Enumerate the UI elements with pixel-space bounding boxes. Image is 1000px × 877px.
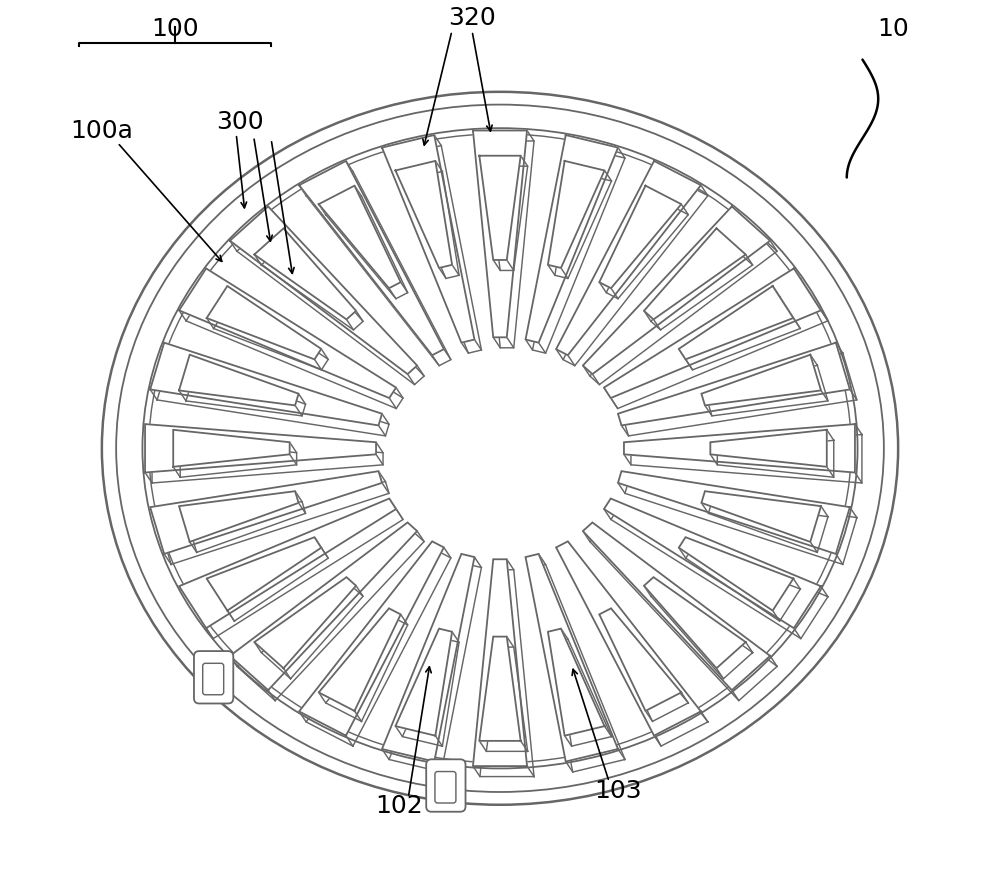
Polygon shape: [679, 538, 793, 610]
Polygon shape: [618, 471, 850, 554]
Polygon shape: [473, 131, 527, 338]
Polygon shape: [526, 554, 618, 761]
Polygon shape: [382, 554, 474, 761]
Ellipse shape: [142, 128, 858, 768]
Text: 102: 102: [376, 795, 423, 818]
Polygon shape: [173, 430, 290, 467]
Text: 300: 300: [216, 111, 264, 134]
Polygon shape: [230, 206, 417, 374]
Polygon shape: [583, 523, 770, 690]
Polygon shape: [319, 186, 401, 289]
Polygon shape: [473, 560, 527, 766]
Ellipse shape: [102, 92, 898, 805]
Polygon shape: [179, 498, 396, 628]
Text: 103: 103: [594, 779, 642, 802]
Polygon shape: [548, 160, 605, 268]
FancyBboxPatch shape: [435, 772, 456, 803]
Text: 100: 100: [151, 17, 199, 41]
Polygon shape: [395, 160, 452, 268]
Polygon shape: [150, 343, 382, 425]
Polygon shape: [710, 430, 827, 467]
Polygon shape: [179, 268, 396, 398]
Text: 10: 10: [877, 17, 909, 41]
Polygon shape: [179, 491, 299, 542]
Polygon shape: [150, 471, 382, 554]
Polygon shape: [526, 135, 618, 343]
Polygon shape: [207, 538, 321, 610]
Polygon shape: [644, 577, 746, 668]
Polygon shape: [644, 228, 746, 319]
Text: 320: 320: [448, 5, 496, 30]
Polygon shape: [556, 541, 701, 736]
Polygon shape: [599, 609, 681, 711]
Polygon shape: [254, 577, 356, 668]
Polygon shape: [382, 135, 474, 343]
Polygon shape: [299, 541, 444, 736]
Polygon shape: [230, 523, 417, 690]
Polygon shape: [548, 629, 605, 736]
Polygon shape: [395, 629, 452, 736]
FancyBboxPatch shape: [194, 651, 233, 703]
Polygon shape: [556, 161, 701, 355]
Polygon shape: [145, 424, 376, 473]
Polygon shape: [624, 424, 855, 473]
Polygon shape: [479, 637, 521, 741]
Polygon shape: [604, 268, 821, 398]
Polygon shape: [179, 354, 299, 405]
Polygon shape: [319, 609, 401, 711]
Polygon shape: [604, 498, 821, 628]
Polygon shape: [479, 156, 521, 260]
Polygon shape: [599, 186, 681, 289]
FancyBboxPatch shape: [426, 759, 466, 812]
Polygon shape: [618, 343, 850, 425]
Polygon shape: [299, 161, 444, 355]
FancyBboxPatch shape: [203, 663, 224, 695]
Polygon shape: [679, 286, 793, 360]
Polygon shape: [254, 228, 356, 319]
Polygon shape: [701, 354, 821, 405]
Polygon shape: [207, 286, 321, 360]
Polygon shape: [583, 206, 770, 374]
Polygon shape: [701, 491, 821, 542]
Text: 100a: 100a: [70, 119, 133, 143]
